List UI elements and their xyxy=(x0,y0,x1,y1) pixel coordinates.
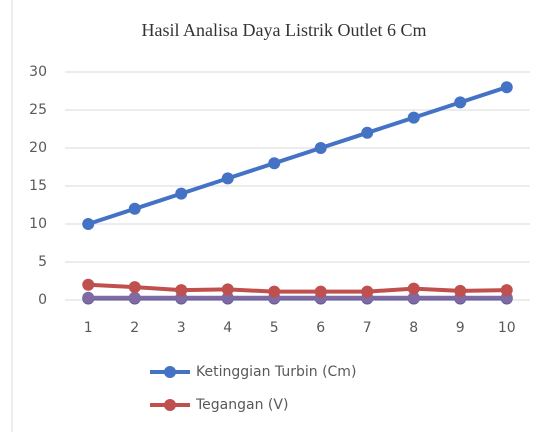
x-tick-label: 9 xyxy=(456,320,465,336)
y-tick-label: 0 xyxy=(38,292,47,308)
data-point xyxy=(175,187,188,200)
data-point xyxy=(268,285,281,298)
data-point xyxy=(407,111,420,124)
legend-label: Tegangan (V) xyxy=(195,397,288,413)
legend-marker xyxy=(164,399,176,411)
x-tick-label: 3 xyxy=(177,320,186,336)
x-tick-label: 5 xyxy=(270,320,279,336)
data-point xyxy=(128,202,141,215)
data-point xyxy=(221,291,234,304)
data-point xyxy=(314,285,327,298)
y-tick-label: 20 xyxy=(29,140,47,156)
data-point xyxy=(314,142,327,154)
data-point xyxy=(128,281,141,294)
y-tick-label: 30 xyxy=(29,64,47,80)
data-point xyxy=(268,157,281,170)
data-point xyxy=(82,291,95,304)
data-point xyxy=(454,284,467,297)
data-point xyxy=(361,285,374,298)
data-point xyxy=(82,218,95,230)
y-tick-label: 15 xyxy=(29,178,47,194)
x-tick-label: 8 xyxy=(409,320,418,336)
series-line xyxy=(87,85,508,226)
data-point xyxy=(500,81,513,94)
data-point xyxy=(407,291,420,304)
x-tick-label: 10 xyxy=(498,320,516,336)
legend-label: Ketinggian Turbin (Cm) xyxy=(196,364,356,380)
chart-title: Hasil Analisa Daya Listrik Outlet 6 Cm xyxy=(142,20,427,40)
x-tick-label: 7 xyxy=(363,320,372,336)
series-line xyxy=(88,282,507,294)
data-point xyxy=(221,283,234,296)
legend-marker xyxy=(164,366,176,378)
data-point xyxy=(175,284,188,297)
x-tick-label: 1 xyxy=(84,320,93,336)
data-point xyxy=(128,291,141,304)
data-point xyxy=(82,278,95,291)
data-point xyxy=(221,172,234,185)
y-tick-label: 5 xyxy=(38,254,47,270)
y-tick-label: 10 xyxy=(29,216,47,232)
data-point xyxy=(361,126,374,139)
x-tick-label: 6 xyxy=(316,320,325,336)
x-tick-label: 2 xyxy=(130,320,139,336)
data-point xyxy=(407,282,420,295)
data-point xyxy=(454,96,467,109)
y-tick-label: 25 xyxy=(29,102,47,118)
x-tick-label: 4 xyxy=(223,320,232,336)
data-point xyxy=(500,284,513,297)
